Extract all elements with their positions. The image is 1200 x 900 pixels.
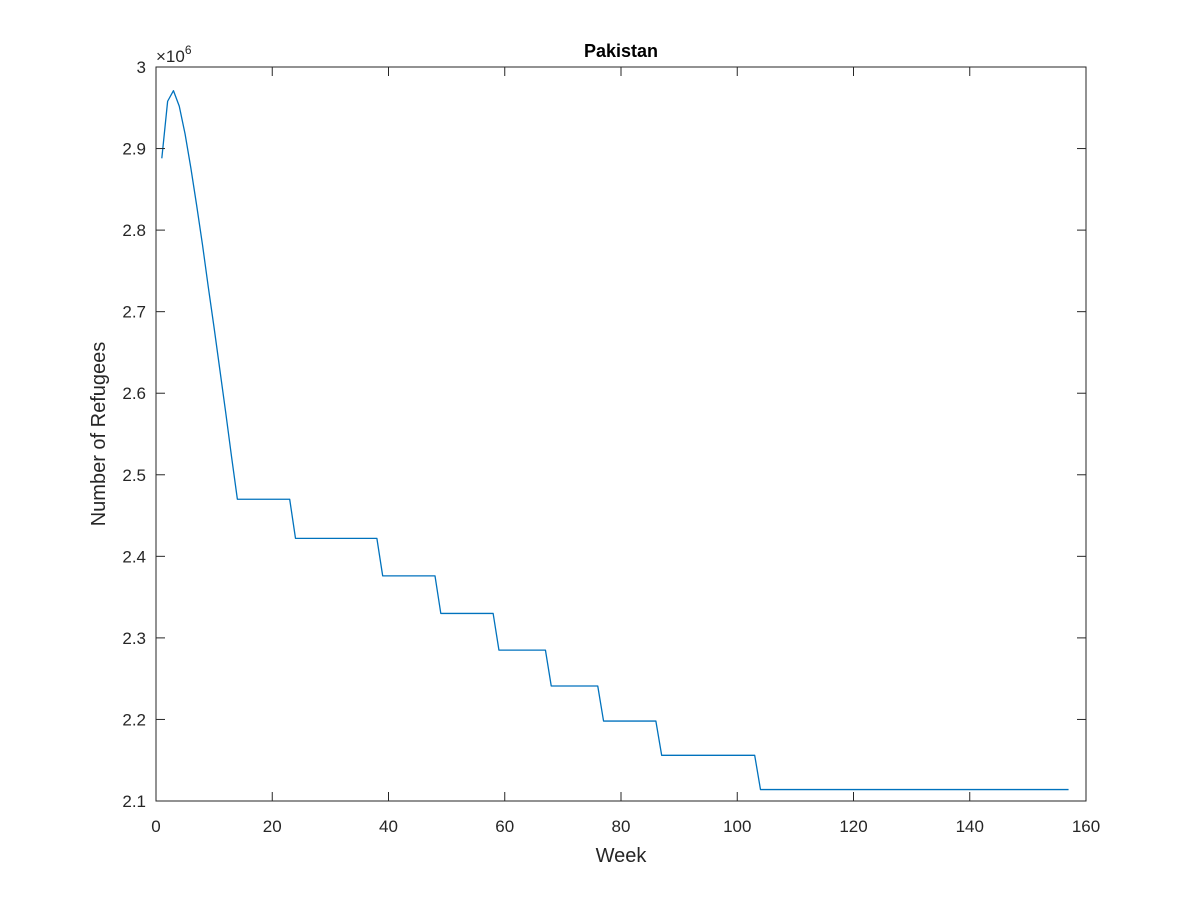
series-line-1: [161, 90, 1069, 791]
y-tick-label: 3: [137, 58, 146, 77]
y-exponent-prefix: ×10: [156, 47, 185, 66]
x-axis-label: Week: [596, 845, 648, 867]
y-exponent-power: 6: [185, 43, 192, 57]
y-tick-label: 2.8: [122, 221, 146, 240]
x-tick-label: 20: [263, 817, 282, 836]
y-tick-label: 2.7: [122, 303, 146, 322]
y-tick-label: 2.1: [122, 792, 146, 811]
y-exponent-label: ×106: [156, 43, 192, 66]
y-tick-label: 2.3: [122, 629, 146, 648]
series-layer: [161, 90, 1069, 791]
y-tick-label: 2.9: [122, 140, 146, 159]
x-tick-label: 60: [495, 817, 514, 836]
y-tick-label: 2.2: [122, 710, 146, 729]
x-tick-label: 160: [1072, 817, 1100, 836]
y-tick-label: 2.5: [122, 466, 146, 485]
y-tick-label: 2.4: [122, 547, 146, 566]
plot-area: [156, 67, 1086, 801]
x-tick-label: 100: [723, 817, 751, 836]
tick-layer: 0 20 40 60 80 100 120 140 160 2.1 2.2 2.3 2.4 2.5 2.6 2…: [122, 58, 1100, 836]
x-tick-label: 80: [612, 817, 631, 836]
x-tick-label: 140: [956, 817, 984, 836]
chart-title: Pakistan: [584, 41, 658, 61]
x-tick-label: 120: [839, 817, 867, 836]
x-tick-label: 0: [151, 817, 160, 836]
y-axis-label: Number of Refugees: [88, 342, 110, 527]
x-tick-label: 40: [379, 817, 398, 836]
y-tick-label: 2.6: [122, 384, 146, 403]
